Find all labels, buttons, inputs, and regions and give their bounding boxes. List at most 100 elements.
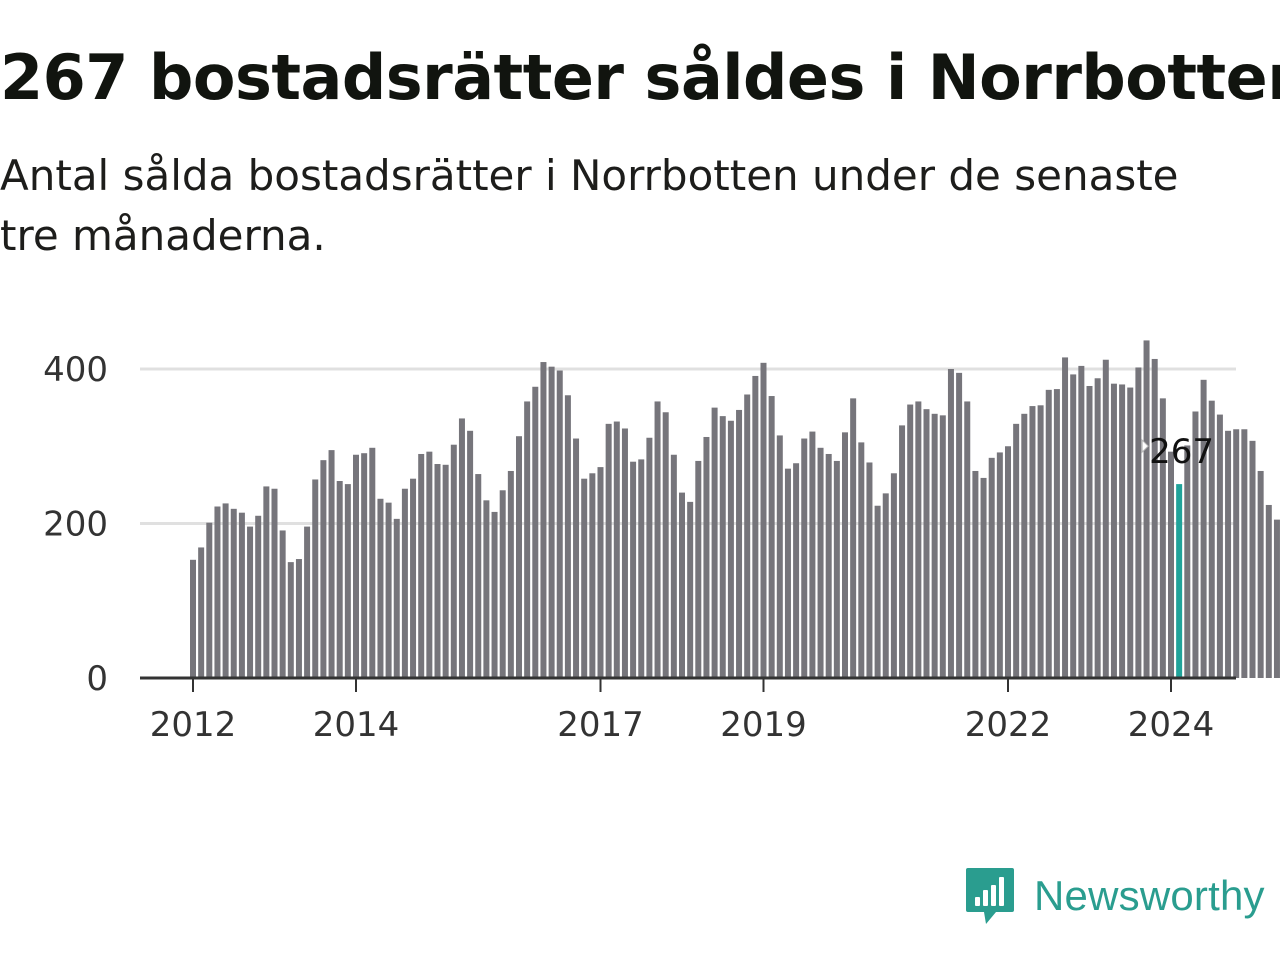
bar bbox=[956, 372, 963, 678]
bar bbox=[621, 428, 628, 678]
bar bbox=[573, 438, 580, 678]
bar bbox=[1225, 430, 1232, 678]
bar bbox=[255, 515, 262, 678]
bar bbox=[776, 435, 783, 678]
bar bbox=[556, 370, 563, 678]
bar bbox=[947, 369, 954, 678]
bar bbox=[295, 559, 302, 678]
newsworthy-wordmark: Newsworthy bbox=[1034, 872, 1265, 919]
x-tick-label: 2019 bbox=[720, 705, 807, 745]
bar bbox=[1053, 389, 1060, 678]
bar bbox=[931, 413, 938, 678]
bar bbox=[988, 457, 995, 678]
bar bbox=[1159, 398, 1166, 678]
bar bbox=[198, 547, 205, 678]
bar bbox=[304, 526, 311, 678]
bar-highlight bbox=[1176, 484, 1183, 678]
bar bbox=[524, 401, 531, 678]
bar bbox=[1192, 411, 1199, 678]
bar bbox=[1021, 413, 1028, 678]
bar bbox=[467, 430, 474, 678]
x-tick-label: 2022 bbox=[965, 705, 1052, 745]
bars bbox=[190, 340, 1280, 678]
bar bbox=[882, 493, 889, 678]
bar bbox=[247, 526, 254, 678]
chart-subtitle: Antal sålda bostadsrätter i Norrbotten u… bbox=[0, 151, 1179, 260]
bar bbox=[401, 488, 408, 678]
bar bbox=[458, 418, 465, 678]
bar bbox=[410, 478, 417, 678]
bar bbox=[727, 420, 734, 678]
bar bbox=[206, 522, 213, 678]
bar bbox=[1216, 414, 1223, 678]
bar bbox=[491, 511, 498, 678]
x-axis-ticks: 2012 2014 2017 2019 2022 2024 bbox=[150, 678, 1214, 745]
bar bbox=[996, 452, 1003, 678]
bar bbox=[613, 421, 620, 678]
bar bbox=[1094, 378, 1101, 678]
bar bbox=[670, 454, 677, 678]
bar bbox=[890, 473, 897, 678]
newsworthy-brand: Newsworthy bbox=[964, 864, 1265, 928]
annotation: 267 bbox=[1141, 432, 1214, 472]
bar bbox=[866, 462, 873, 678]
bar bbox=[214, 506, 221, 678]
bar bbox=[1127, 387, 1134, 678]
bar bbox=[1070, 374, 1077, 678]
bar bbox=[801, 438, 808, 678]
bar bbox=[328, 450, 335, 678]
bar bbox=[711, 407, 718, 678]
bar bbox=[793, 463, 800, 678]
bar bbox=[450, 444, 457, 678]
bar bbox=[825, 453, 832, 678]
bar bbox=[687, 501, 694, 678]
bar bbox=[768, 396, 775, 678]
y-tick-label: 200 bbox=[43, 505, 108, 545]
bar bbox=[369, 447, 376, 678]
bar bbox=[581, 478, 588, 678]
bar bbox=[679, 492, 685, 678]
bar bbox=[1200, 379, 1207, 678]
bar bbox=[646, 437, 653, 678]
bar bbox=[564, 395, 571, 678]
bar bbox=[1233, 429, 1240, 678]
bar bbox=[1168, 451, 1174, 678]
bar bbox=[238, 512, 245, 678]
bar bbox=[320, 460, 327, 678]
bar bbox=[638, 459, 645, 678]
bar bbox=[654, 401, 661, 678]
bar bbox=[1257, 470, 1264, 678]
bar bbox=[1273, 519, 1280, 678]
y-axis-ticks: 0 200 400 bbox=[43, 350, 108, 699]
bar bbox=[972, 470, 979, 678]
bar bbox=[532, 386, 539, 678]
bar bbox=[980, 477, 987, 678]
annotation-label: 267 bbox=[1149, 432, 1214, 472]
bar bbox=[662, 412, 669, 678]
bar bbox=[190, 559, 196, 678]
bar bbox=[1078, 365, 1085, 678]
bar bbox=[1241, 429, 1248, 678]
bar bbox=[1013, 423, 1020, 678]
bar bbox=[760, 362, 767, 678]
chart-title: 267 bostadsrätter såldes i Norrbotten bbox=[0, 41, 1280, 114]
bar-chart: 0 200 400 2012 2014 2017 2019 2022 2024 267 bbox=[43, 340, 1280, 745]
bar bbox=[499, 490, 506, 678]
bar bbox=[703, 436, 710, 678]
bar bbox=[434, 464, 441, 678]
bar bbox=[1062, 357, 1069, 678]
bar bbox=[361, 453, 368, 678]
bar bbox=[1151, 358, 1158, 678]
bar bbox=[1037, 405, 1044, 678]
bar bbox=[874, 505, 881, 678]
bar bbox=[809, 431, 816, 678]
bar bbox=[507, 470, 514, 678]
bar bbox=[1249, 440, 1256, 678]
bar bbox=[899, 425, 906, 678]
bar bbox=[377, 498, 384, 678]
bar bbox=[418, 453, 425, 678]
bar bbox=[1265, 504, 1272, 678]
bar bbox=[271, 488, 278, 678]
bar bbox=[589, 473, 596, 678]
bar bbox=[385, 502, 392, 678]
